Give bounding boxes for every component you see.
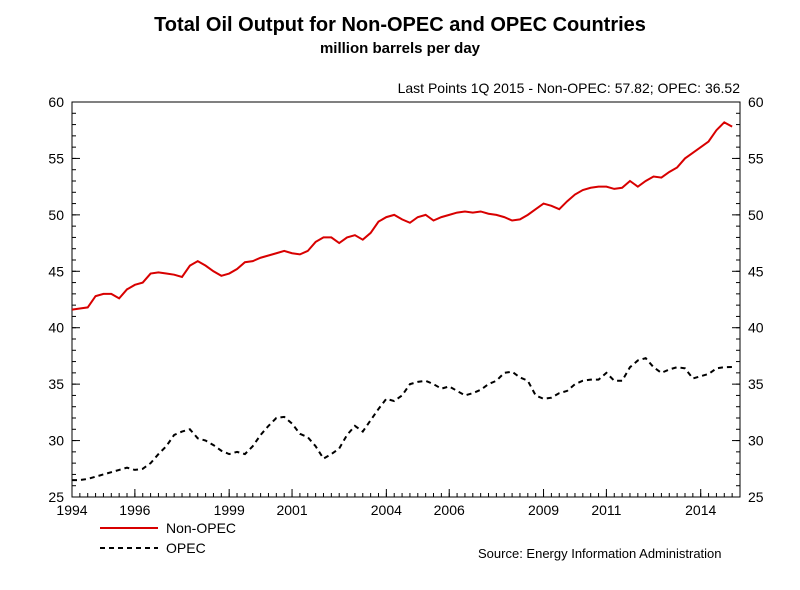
y-tick-label-left: 45 [48, 263, 64, 279]
legend: Non-OPEC OPEC [100, 518, 236, 558]
y-tick-label-left: 40 [48, 320, 64, 336]
y-tick-label-right: 25 [748, 489, 764, 505]
x-tick-label: 2004 [371, 502, 402, 518]
x-tick-label: 2006 [434, 502, 465, 518]
y-tick-label-left: 30 [48, 433, 64, 449]
legend-item: OPEC [100, 538, 236, 558]
x-tick-label: 2001 [276, 502, 307, 518]
y-tick-label-right: 50 [748, 207, 764, 223]
y-tick-label-left: 55 [48, 150, 64, 166]
y-tick-label-left: 60 [48, 94, 64, 110]
legend-label: Non-OPEC [166, 520, 236, 536]
y-tick-label-left: 25 [48, 489, 64, 505]
x-tick-label: 2014 [685, 502, 716, 518]
y-tick-label-right: 40 [748, 320, 764, 336]
legend-item: Non-OPEC [100, 518, 236, 538]
y-tick-label-right: 30 [748, 433, 764, 449]
y-tick-label-right: 55 [748, 150, 764, 166]
legend-swatch [100, 541, 158, 555]
y-tick-label-left: 35 [48, 376, 64, 392]
line-chart: 1994199619992001200420062009201120142525… [0, 0, 800, 590]
y-tick-label-right: 45 [748, 263, 764, 279]
y-tick-label-left: 50 [48, 207, 64, 223]
source-attribution: Source: Energy Information Administratio… [478, 546, 722, 561]
y-tick-label-right: 60 [748, 94, 764, 110]
x-tick-label: 2009 [528, 502, 559, 518]
legend-label: OPEC [166, 540, 206, 556]
x-tick-label: 1996 [119, 502, 150, 518]
x-tick-label: 2011 [591, 502, 621, 518]
y-tick-label-right: 35 [748, 376, 764, 392]
chart-canvas: Total Oil Output for Non-OPEC and OPEC C… [0, 0, 800, 590]
legend-swatch [100, 521, 158, 535]
x-tick-label: 1999 [214, 502, 245, 518]
